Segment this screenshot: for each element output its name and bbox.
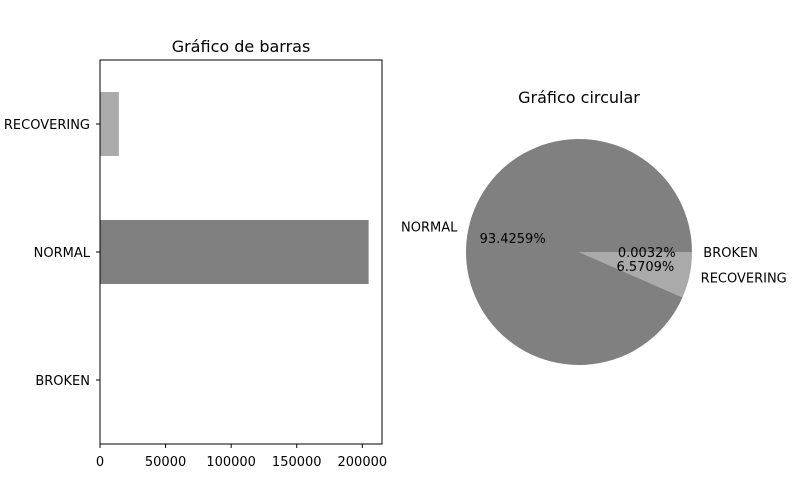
- pie-labels: BROKEN 0.0032% NORMAL 93.4259% RECOVERING 6.5…: [401, 221, 787, 287]
- y-tick-label: BROKEN: [35, 374, 90, 389]
- x-tick-label: 150000: [272, 455, 322, 470]
- pie-percent-recovering: 6.5709%: [616, 260, 674, 275]
- x-tick-label: 0: [96, 455, 104, 470]
- x-tick-label: 50000: [145, 455, 186, 470]
- bar-chart-title: Gráfico de barras: [172, 37, 311, 56]
- pie-percent-normal: 93.4259%: [480, 232, 546, 247]
- x-tick-label: 100000: [206, 455, 256, 470]
- bar-marks: [100, 92, 369, 412]
- bar-recovering: [100, 92, 119, 156]
- pie-label-broken: BROKEN: [703, 246, 758, 261]
- bar-x-ticks: 0 50000 100000 150000 200000: [96, 444, 387, 470]
- pie-slices: [465, 138, 692, 365]
- x-tick-label: 200000: [338, 455, 388, 470]
- pie-slice-recovering: [579, 252, 692, 298]
- pie-label-normal: NORMAL: [401, 221, 458, 236]
- y-tick-label: NORMAL: [34, 246, 91, 261]
- bar-plot-frame: [99, 59, 383, 445]
- pie-chart: Gráfico circular BROKEN 0.0032% NORMAL 93.4…: [401, 88, 787, 365]
- pie-label-recovering: RECOVERING: [701, 271, 787, 286]
- pie-chart-title: Gráfico circular: [518, 88, 640, 107]
- bar-normal: [100, 220, 369, 284]
- pie-percent-broken: 0.0032%: [618, 246, 676, 261]
- pie-slice-normal: [465, 138, 692, 365]
- y-tick-label: RECOVERING: [4, 118, 90, 133]
- bar-chart: Gráfico de barras BROKEN NORMAL RECOVERING…: [4, 37, 387, 470]
- bar-y-ticks: BROKEN NORMAL RECOVERING: [4, 118, 100, 389]
